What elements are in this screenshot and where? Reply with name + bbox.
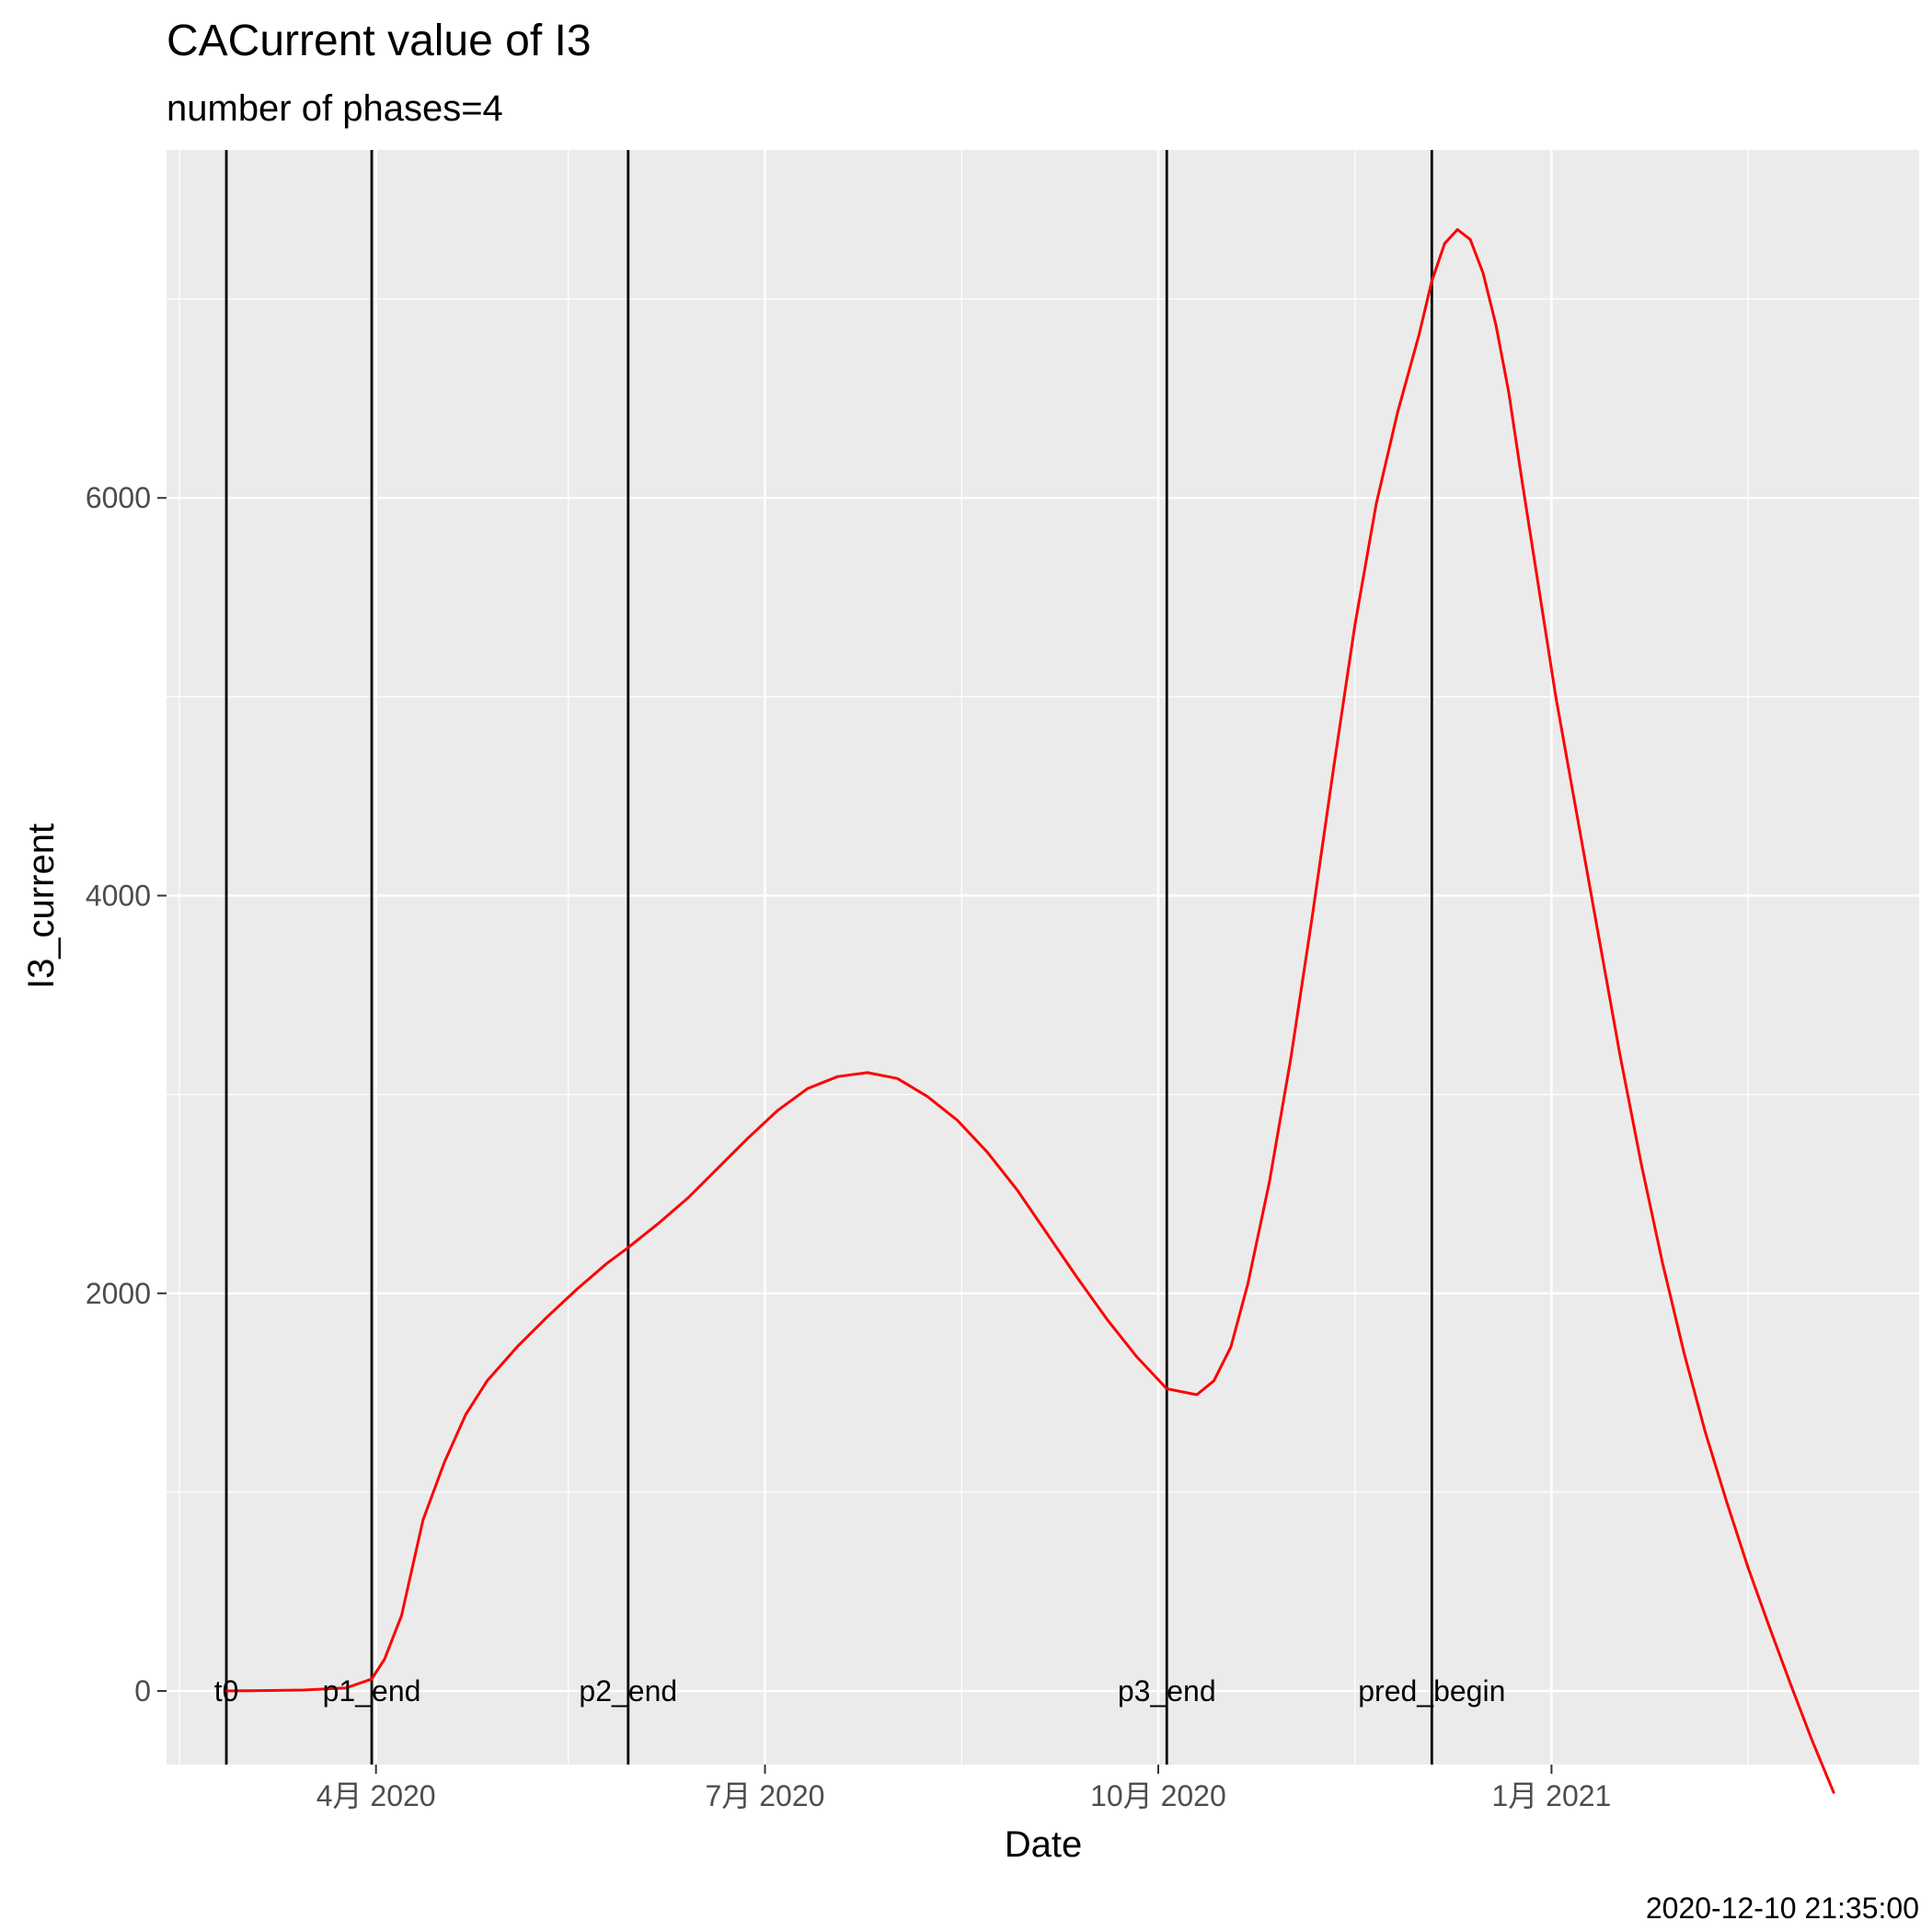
y-tick-label: 2000 — [86, 1277, 151, 1310]
event-label-p3-end: p3_end — [1118, 1674, 1216, 1708]
event-label-pred-begin: pred_begin — [1358, 1674, 1505, 1708]
x-axis-title: Date — [1005, 1824, 1083, 1865]
y-tick-label: 0 — [134, 1674, 151, 1708]
chart-subtitle: number of phases=4 — [167, 88, 503, 129]
x-tick-label: 7月 2020 — [706, 1779, 825, 1812]
event-labels: t0 p1_end p2_end p3_end pred_begin — [214, 1674, 1506, 1708]
series-line-0 — [224, 228, 1835, 1794]
event-label-p1-end: p1_end — [323, 1674, 421, 1708]
event-lines — [224, 150, 1433, 1765]
y-axis-title: I3_current — [21, 823, 62, 989]
x-tick-label: 1月 2021 — [1491, 1779, 1611, 1812]
chart-caption: 2020-12-10 21:35:00 — [1646, 1892, 1919, 1925]
event-label-p2-end: p2_end — [579, 1674, 677, 1708]
series-layer — [224, 228, 1835, 1794]
y-tick-label: 4000 — [86, 879, 151, 912]
event-label-t0: t0 — [214, 1674, 239, 1708]
plot-panel — [167, 150, 1919, 1765]
chart-title: CACurrent value of I3 — [167, 17, 592, 65]
x-tick-label: 4月 2020 — [316, 1779, 436, 1812]
y-tick-label: 6000 — [86, 481, 151, 514]
axis-ticks: 0 2000 4000 6000 4月 2020 7月 2020 10月 2020 1月 20… — [86, 481, 1612, 1812]
grid-lines — [167, 150, 1919, 1765]
x-tick-label: 10月 2020 — [1090, 1779, 1226, 1812]
